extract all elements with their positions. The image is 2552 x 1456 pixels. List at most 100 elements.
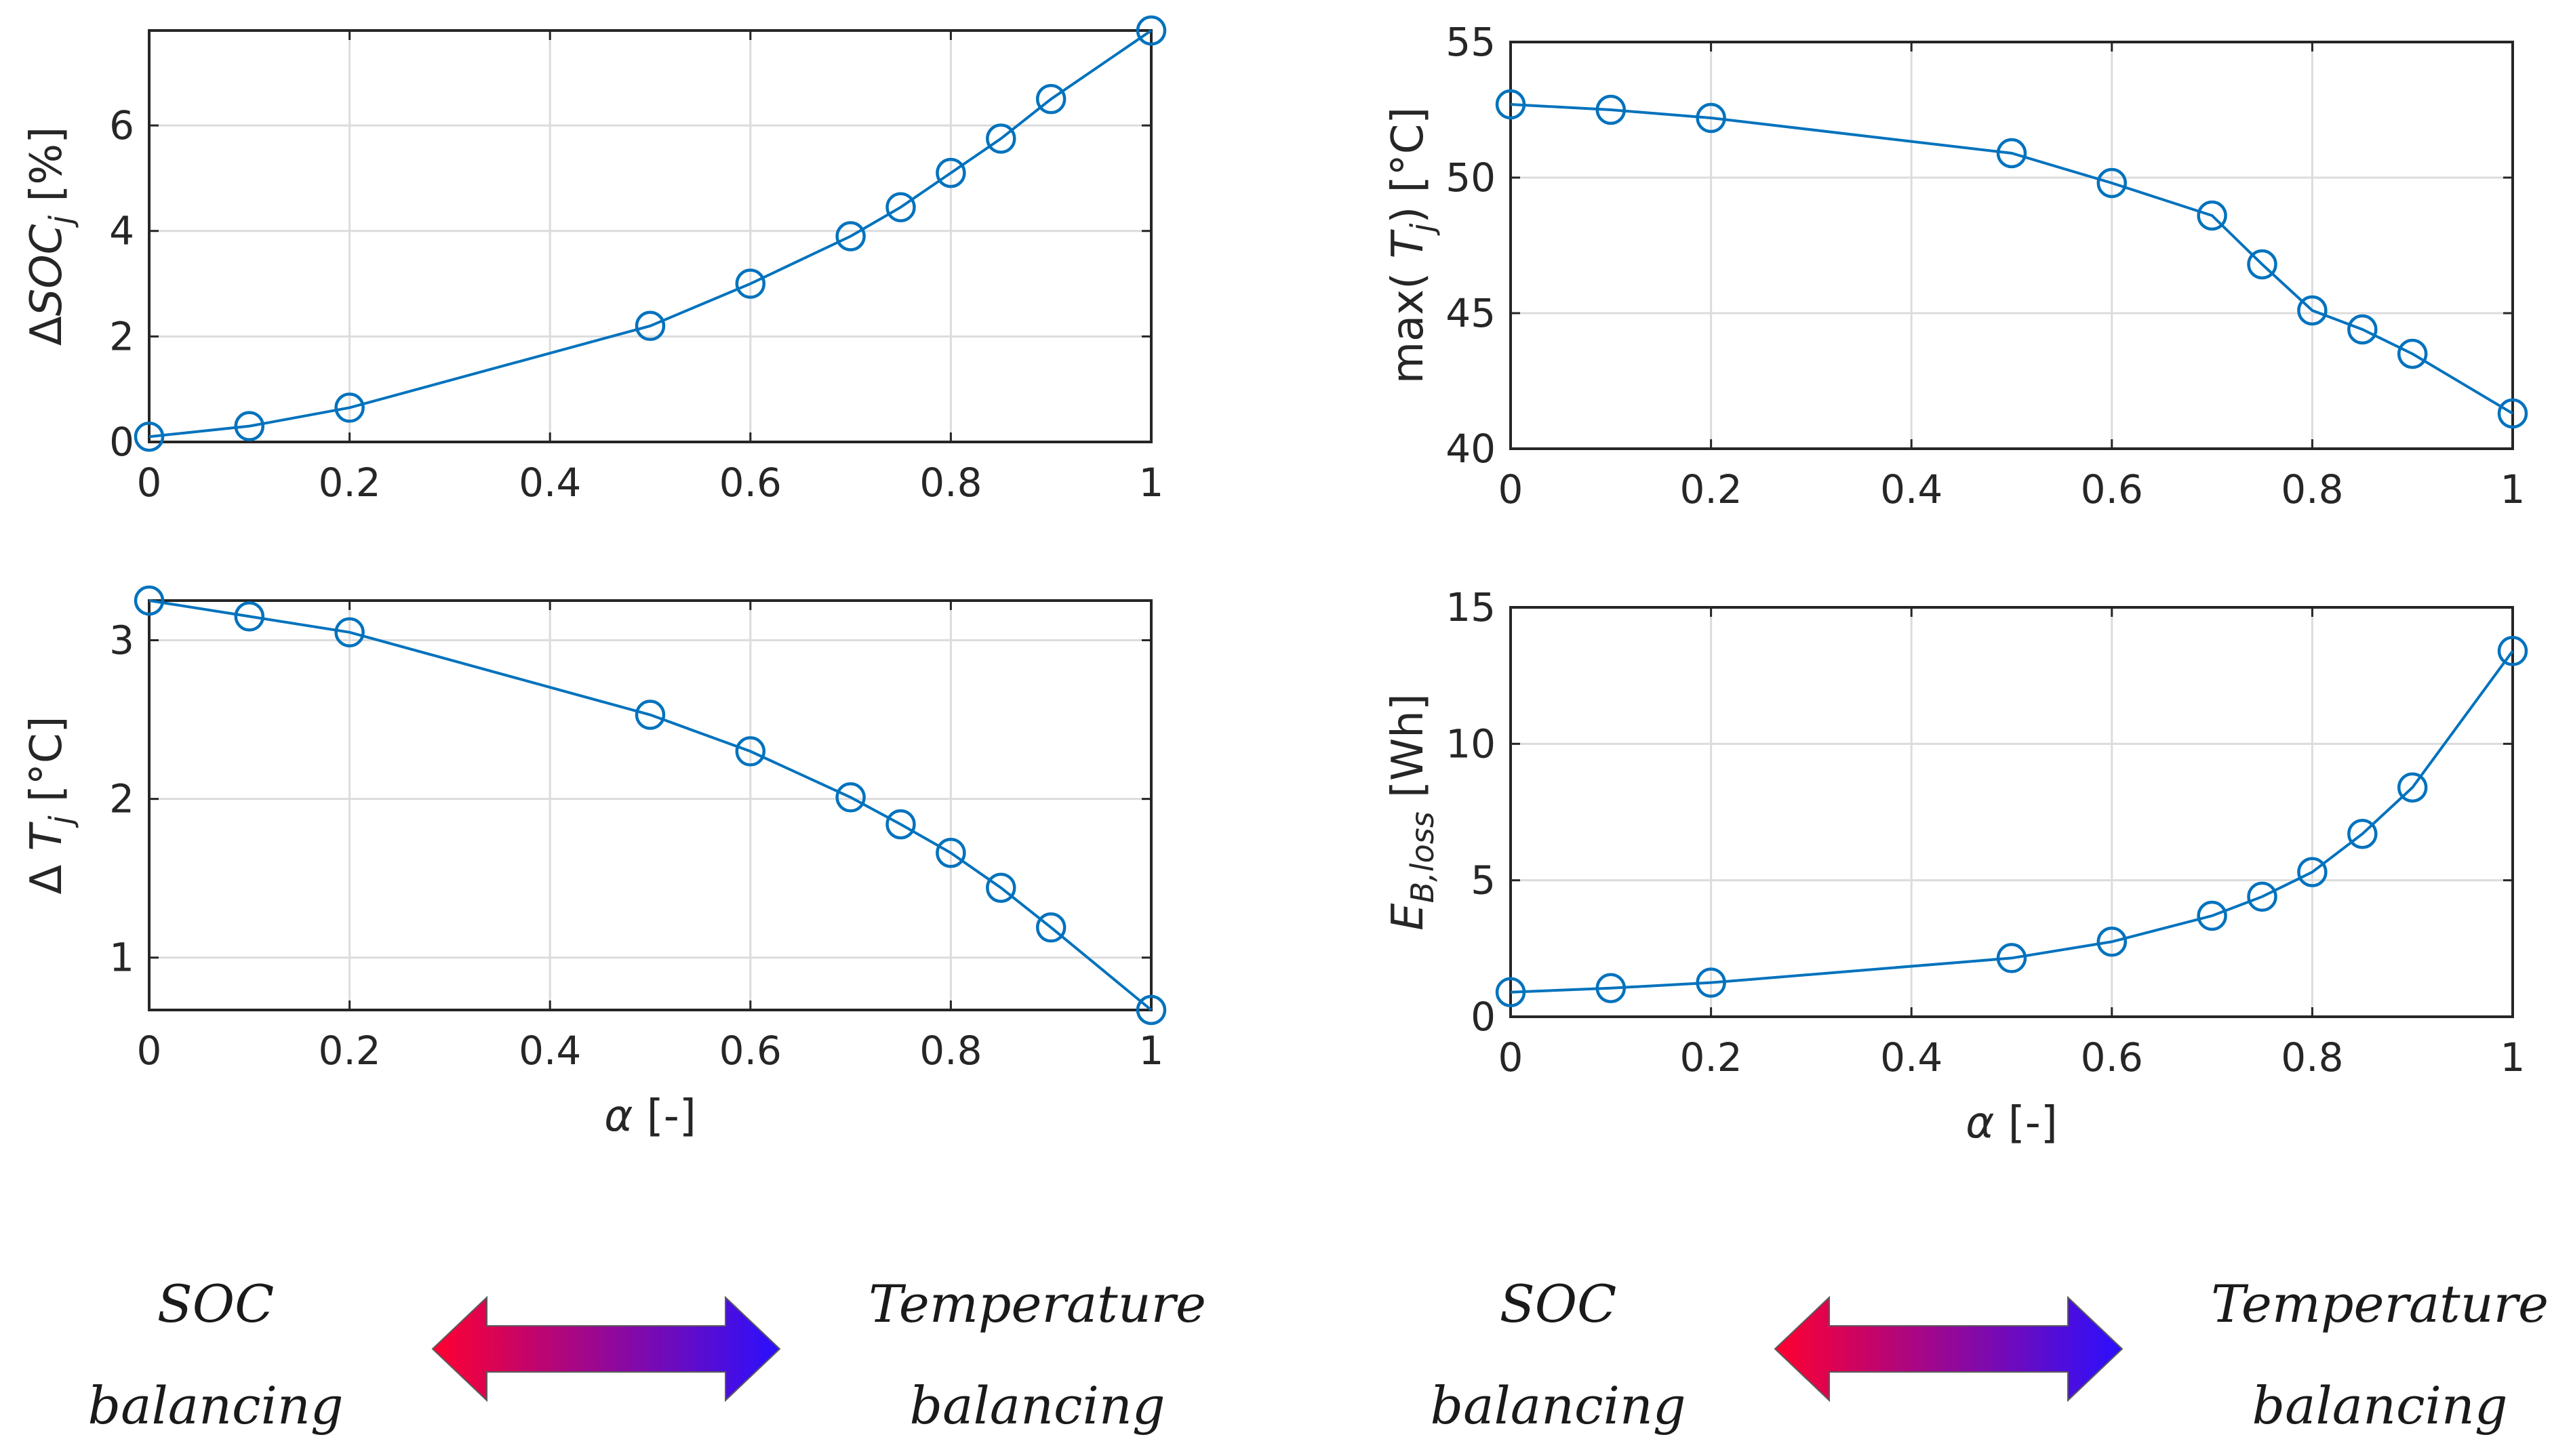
x-tick-label: 0.8 [2281, 1034, 2343, 1080]
x-axis-label-unit: [-] [1994, 1098, 2057, 1148]
y-tick-label: 0 [109, 419, 134, 465]
data-point [2247, 249, 2277, 280]
double-arrow-icon [431, 1295, 781, 1402]
y-axis-label-subscript: B,loss [1404, 811, 1441, 903]
y-axis-label-unit: ) [°C] [1383, 107, 1433, 224]
y-axis-label-symbol: E [1383, 903, 1433, 931]
data-point [936, 157, 966, 188]
x-tick-label: 0.8 [919, 460, 982, 506]
data-point [835, 782, 866, 813]
axes-frame [148, 29, 1153, 443]
data-point [234, 411, 265, 441]
axes-frame [148, 599, 1153, 1011]
y-axis-label: Δ Tj [°C] [22, 716, 79, 895]
x-tick-label: 0.6 [2081, 466, 2143, 512]
x-tick-label: 0 [1498, 466, 1523, 512]
data-point [2497, 398, 2528, 429]
y-tick-label: 4 [109, 208, 134, 254]
caption-left-temp-line2: balancing [910, 1375, 1165, 1436]
caption-left-soc-line2: balancing [88, 1375, 344, 1436]
data-point [2297, 295, 2328, 326]
caption-right-temp-line2: balancing [2252, 1375, 2508, 1436]
series-line [148, 599, 1153, 1011]
x-axis-label-unit: [-] [633, 1091, 696, 1141]
data-point [1996, 943, 2027, 973]
data-point [635, 700, 666, 730]
y-tick-label: 45 [1446, 290, 1496, 336]
x-axis-label-symbol: α [1966, 1098, 1994, 1148]
data-point [936, 837, 966, 868]
x-tick-label: 1 [2500, 466, 2526, 512]
series-line [1510, 650, 2514, 994]
y-axis-label-unit: [°C] [22, 716, 72, 816]
data-point [2397, 772, 2428, 803]
x-tick-label: 0.6 [719, 460, 782, 506]
caption-left-temp-line1: Temperature [869, 1274, 1206, 1334]
data-point [334, 617, 365, 648]
y-axis-label-unit: [%] [22, 127, 72, 216]
caption-right-soc-line2: balancing [1431, 1375, 1686, 1436]
data-point [2397, 338, 2428, 369]
data-point [1595, 973, 1627, 1003]
data-point [2347, 314, 2378, 345]
data-point [2347, 818, 2378, 849]
y-axis-label: ΔSOCj [%] [22, 127, 79, 346]
data-point [1035, 912, 1066, 943]
data-point [2497, 636, 2528, 666]
caption-right: SOC balancing Temperature balancing [1431, 1274, 2549, 1436]
x-tick-label: 0.4 [1880, 466, 1942, 512]
y-axis-label-prefix: max( [1383, 259, 1433, 384]
temperature-diff-chart: 0 0.2 0.4 0.6 0.8 1 1 2 3 Δ Tj [°C] α [-] [22, 585, 1167, 1141]
y-tick-label: 15 [1446, 584, 1496, 630]
x-tick-label: 0.6 [2081, 1034, 2143, 1080]
x-tick-label: 0.4 [519, 1028, 581, 1074]
x-tick-label: 0 [137, 460, 162, 506]
x-tick-label: 1 [2500, 1034, 2526, 1080]
data-point [2096, 167, 2128, 199]
data-point [885, 809, 916, 840]
x-tick-label: 0.4 [1880, 1034, 1942, 1080]
caption-right-soc-line1: SOC [1500, 1274, 1617, 1334]
y-tick-label: 6 [109, 102, 134, 148]
data-point [2297, 857, 2328, 887]
y-axis-label-symbol: SOC [22, 224, 72, 316]
y-tick-label: 2 [109, 776, 134, 822]
data-point [885, 192, 916, 222]
x-axis-label: α [-] [1966, 1098, 2058, 1148]
x-tick-label: 0.4 [519, 460, 581, 506]
series-line [1510, 103, 2514, 415]
data-point [1996, 138, 2027, 169]
data-point [134, 585, 165, 616]
y-tick-label: 2 [109, 313, 134, 359]
y-tick-label: 3 [109, 618, 134, 664]
data-point [134, 421, 165, 452]
x-tick-label: 1 [1139, 460, 1164, 506]
data-point [735, 268, 766, 299]
series-line [148, 29, 1153, 439]
y-tick-label: 0 [1471, 994, 1496, 1040]
data-point [2096, 927, 2128, 957]
y-axis-label-prefix: Δ [22, 316, 72, 346]
x-axis-label-symbol: α [604, 1091, 633, 1141]
y-tick-label: 5 [1471, 857, 1496, 904]
y-tick-label: 50 [1446, 155, 1496, 201]
x-tick-label: 0.8 [2281, 466, 2343, 512]
data-point [2197, 900, 2227, 931]
caption-left: SOC balancing Temperature balancing [88, 1274, 1206, 1436]
x-tick-label: 0.2 [318, 460, 380, 506]
data-point [1136, 15, 1167, 46]
y-axis-label: max( Tj) [°C] [1383, 107, 1441, 384]
data-point [2197, 200, 2227, 231]
double-arrow-icon [1774, 1295, 2124, 1402]
data-point [1035, 83, 1066, 115]
caption-right-temp-line1: Temperature [2211, 1274, 2549, 1334]
axes-frame [1509, 606, 2514, 1018]
y-axis-label-prefix: Δ [22, 851, 72, 894]
data-point [986, 123, 1016, 154]
data-point [1495, 89, 1526, 120]
y-tick-label: 55 [1446, 19, 1496, 65]
y-axis-label: EB,loss [Wh] [1383, 693, 1441, 931]
